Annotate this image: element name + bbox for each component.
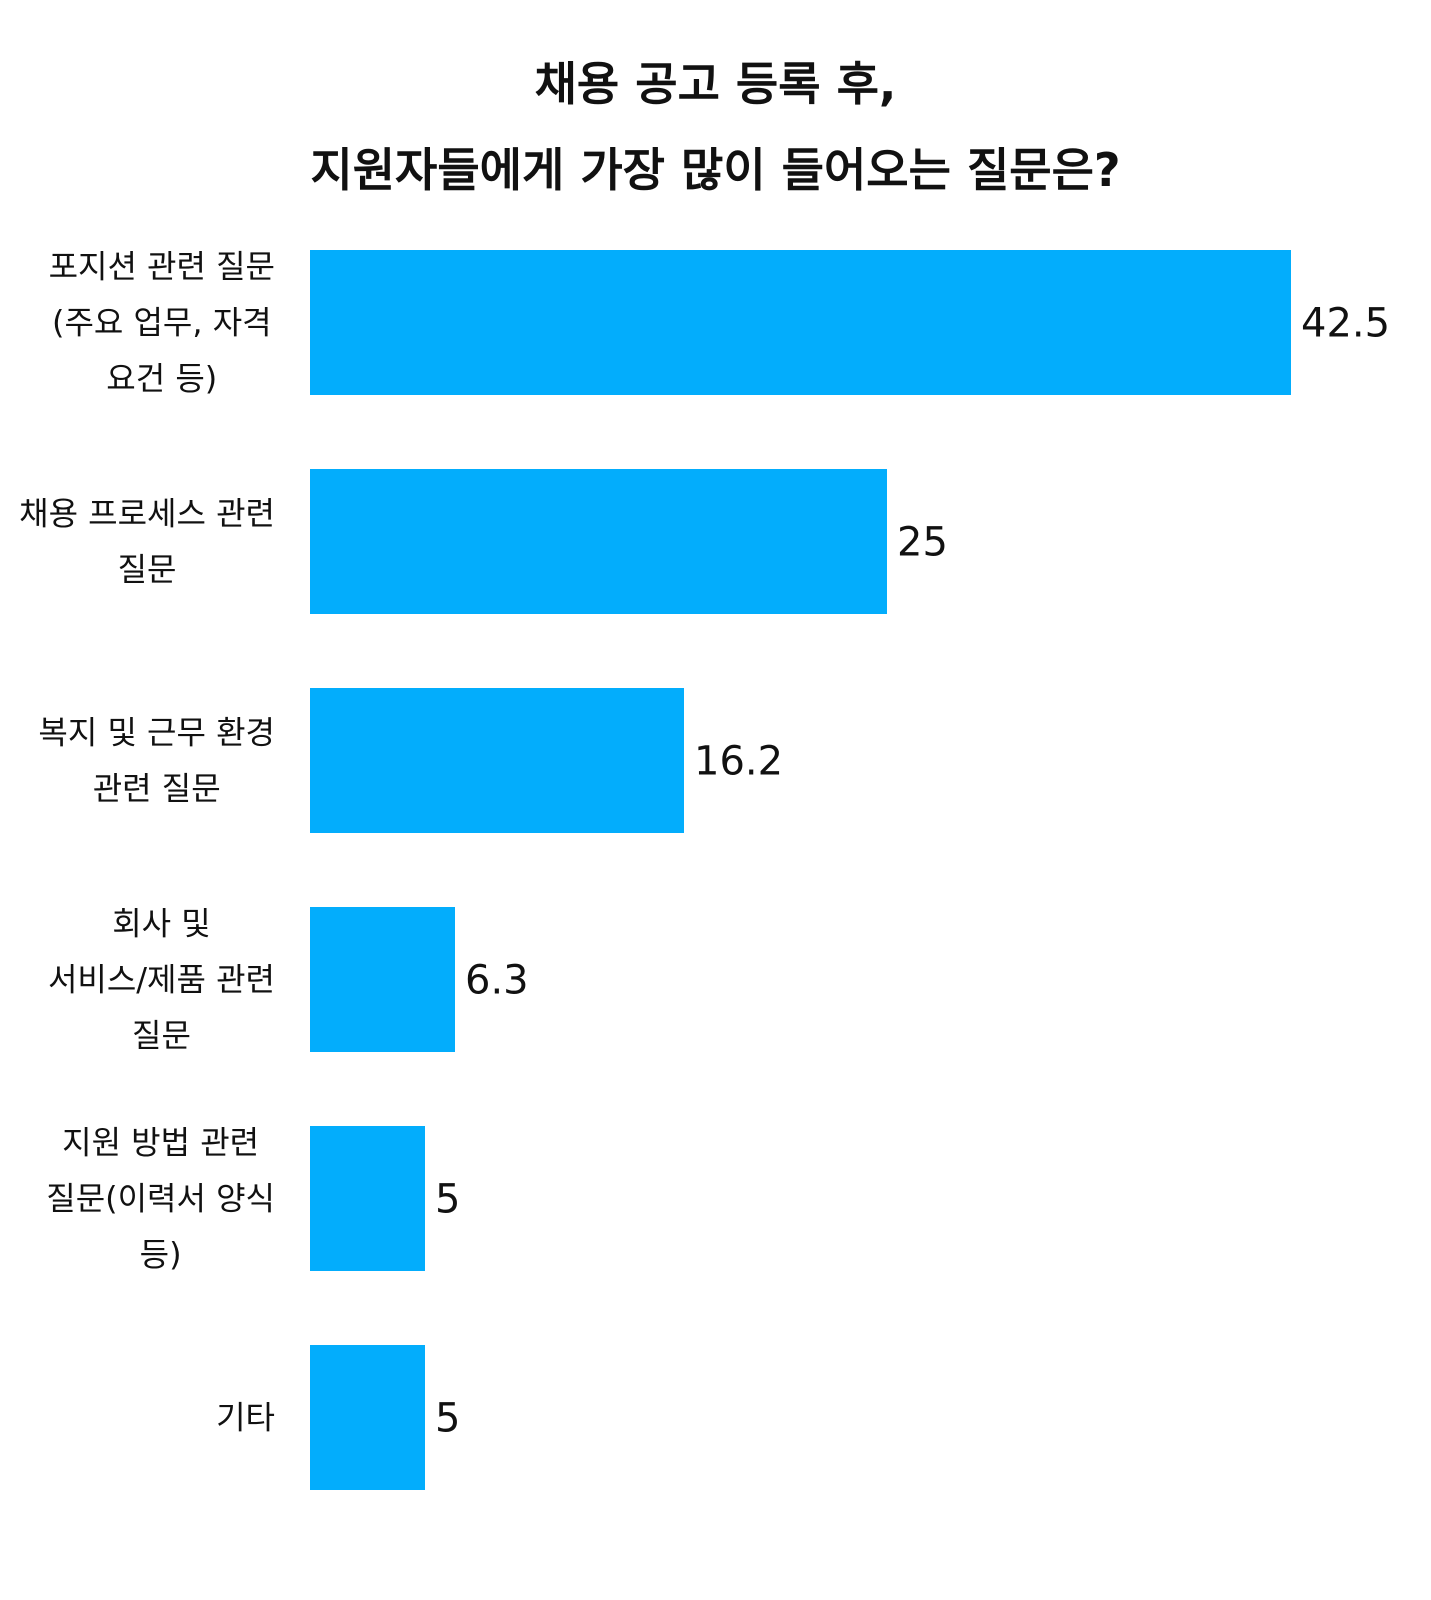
- category-label-2-line-0: 복지 및 근무 환경: [38, 714, 275, 752]
- chart-title-line-1: 채용 공고 등록 후,: [534, 57, 897, 111]
- value-label-0: 42.5: [1301, 301, 1390, 347]
- category-label-0-line-0: 포지션 관련 질문: [49, 248, 275, 286]
- bar-3: [310, 907, 455, 1052]
- bar-0: [310, 250, 1291, 395]
- category-label-3-line-1: 서비스/제품 관련: [48, 961, 275, 999]
- bar-5: [310, 1345, 425, 1490]
- value-label-3: 6.3: [465, 958, 529, 1004]
- value-label-4: 5: [435, 1177, 460, 1223]
- category-label-4-line-2: 등): [140, 1236, 182, 1274]
- category-label-5-line-0: 기타: [216, 1399, 275, 1437]
- category-label-4-line-1: 질문(이력서 양식: [46, 1180, 275, 1218]
- bar-2: [310, 688, 684, 833]
- value-label-1: 25: [897, 520, 948, 566]
- category-label-2-line-1: 관련 질문: [93, 770, 221, 808]
- category-label-0-line-1: (주요 업무, 자격: [52, 304, 272, 342]
- category-label-3-line-2: 질문: [132, 1017, 191, 1055]
- bar-4: [310, 1126, 425, 1271]
- value-label-2: 16.2: [694, 739, 783, 785]
- value-label-5: 5: [435, 1396, 460, 1442]
- category-label-1-line-0: 채용 프로세스 관련: [19, 495, 275, 533]
- bar-1: [310, 469, 887, 614]
- category-label-4-line-0: 지원 방법 관련: [62, 1124, 259, 1162]
- category-label-3-line-0: 회사 및: [112, 905, 211, 943]
- chart-title-line-2: 지원자들에게 가장 많이 들어오는 질문은?: [310, 143, 1121, 197]
- category-label-1-line-1: 질문: [118, 551, 177, 589]
- category-label-0-line-2: 요건 등): [106, 360, 217, 398]
